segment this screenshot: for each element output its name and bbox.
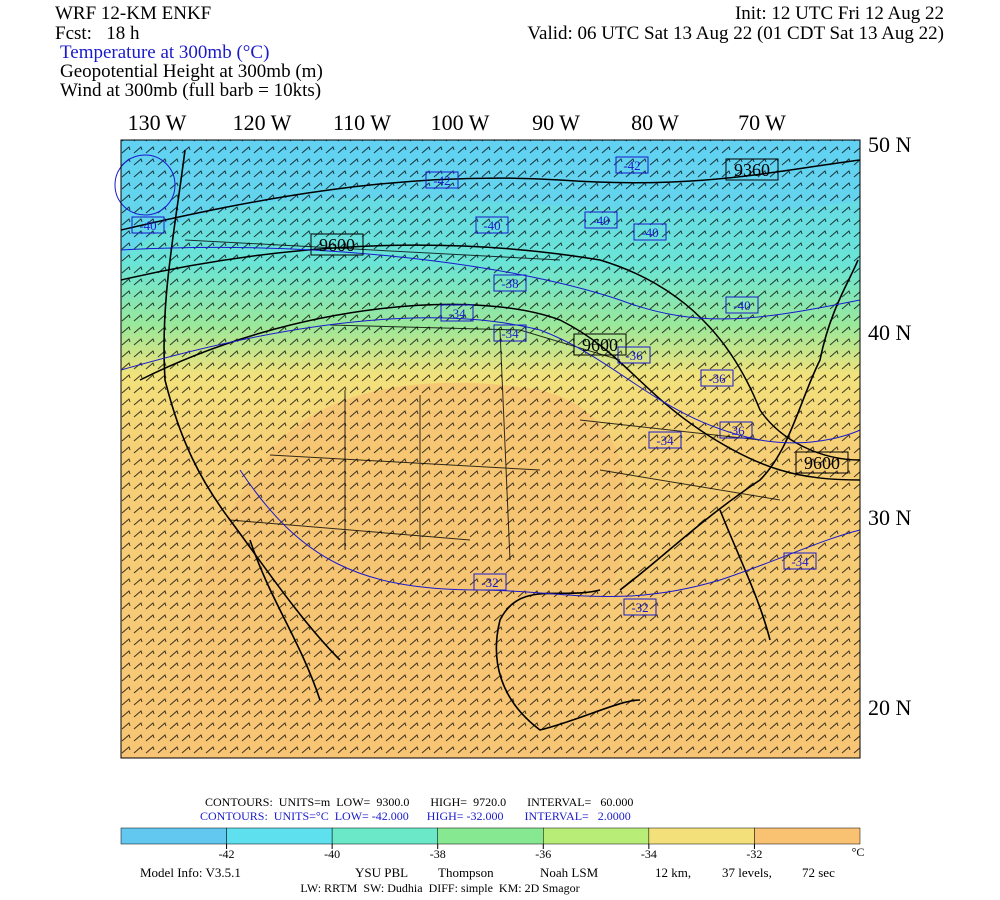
temp-label: -34 — [501, 326, 519, 341]
borders — [184, 239, 781, 561]
field-wind: Wind at 300mb (full barb = 10kts) — [60, 80, 321, 101]
lon-label: 110 W — [333, 110, 391, 135]
footer-item: Model Info: V3.5.1 — [140, 865, 241, 880]
temp-label: -34 — [448, 306, 466, 321]
colorbar-segment — [226, 827, 333, 845]
colorbar-segment — [648, 827, 755, 845]
temp-label-box — [615, 156, 649, 174]
colorbar-segment — [331, 827, 438, 845]
temp-label: -40 — [641, 225, 658, 240]
colorbar-segment — [120, 827, 227, 845]
temp-label: -32 — [481, 575, 498, 590]
footer-item: 37 levels, — [722, 865, 772, 880]
footer-item: Noah LSM — [540, 865, 599, 880]
temp-label-box — [623, 598, 657, 616]
temp-label-box — [131, 216, 165, 234]
temp-label: -36 — [625, 348, 643, 363]
temp-label-box — [700, 369, 734, 387]
map: 9360 9600 9600 9600 -40 -42 -40 -38 -40 -40 -42 -34… — [114, 139, 861, 759]
lon-label: 120 W — [233, 110, 292, 135]
lon-label: 70 W — [738, 110, 786, 135]
contour-info: CONTOURS: UNITS=m LOW= 9300.0 HIGH= 9720… — [200, 795, 633, 823]
colorbar-tick-label: -36 — [535, 847, 551, 861]
height-label: 9360 — [734, 160, 770, 180]
colorbar-segment — [543, 827, 650, 845]
height-label-box — [573, 333, 627, 356]
temp-label: -38 — [501, 276, 518, 291]
colorbar-tick-label: -34 — [641, 847, 657, 861]
height-label-box — [725, 158, 779, 181]
forecast: Fcst: 18 h — [55, 23, 140, 44]
colorbar: -42 -40 -38 -36 -34 -32 °C — [120, 827, 865, 861]
colorbar-tick-label: -40 — [324, 847, 340, 861]
height-label: 9600 — [319, 235, 355, 255]
temp-label-box — [475, 216, 509, 234]
map-frame — [120, 139, 861, 759]
temp-label: -42 — [433, 173, 450, 188]
init: Init: 12 UTC Fri 12 Aug 22 — [735, 3, 944, 24]
model: WRF 12-KM ENKF — [55, 3, 211, 24]
footer-item: YSU PBL — [355, 865, 408, 880]
temp-label-box — [648, 431, 682, 449]
footer-item: 72 sec — [802, 865, 835, 880]
temp-label: -34 — [791, 554, 809, 569]
footer-item: 12 km, — [655, 865, 691, 880]
lon-label: 90 W — [532, 110, 580, 135]
temp-label-box — [493, 274, 527, 292]
colorbar-segment — [754, 827, 861, 845]
temp-label-box — [783, 552, 817, 570]
footer: LW: RRTM SW: Dudhia DIFF: simple KM: 2D … — [140, 865, 835, 895]
temp-label-box — [617, 346, 651, 364]
header: WRF 12-KM ENKF Fcst: 18 h Init: 12 UTC F… — [55, 3, 944, 101]
temp-contours — [114, 154, 861, 598]
temp-contour-info: CONTOURS: UNITS=°C LOW= -42.000 HIGH= -3… — [200, 809, 631, 823]
temp-label: -34 — [656, 433, 674, 448]
temp-label-box — [440, 304, 474, 322]
valid: Valid: 06 UTC Sat 13 Aug 22 (01 CDT Sat … — [527, 23, 944, 44]
colorbar-unit: °C — [852, 845, 865, 859]
temp-label: -36 — [708, 371, 726, 386]
height-contour-info: CONTOURS: UNITS=m LOW= 9300.0 HIGH= 9720… — [205, 795, 633, 809]
lat-label: 20 N — [868, 695, 912, 720]
height-label-box — [310, 233, 364, 256]
temp-label: -40 — [592, 213, 609, 228]
lon-label: 100 W — [431, 110, 490, 135]
temp-label-box — [725, 296, 759, 314]
colorbar-tick-label: -42 — [219, 847, 235, 861]
temp-label: -36 — [727, 423, 745, 438]
lon-label: 80 W — [631, 110, 679, 135]
colorbar-segment — [437, 827, 544, 845]
lon-label: 130 W — [128, 110, 187, 135]
temp-label-box — [584, 211, 618, 229]
footer-item: Thompson — [438, 865, 494, 880]
temp-label-box — [719, 421, 753, 439]
footer-line2: LW: RRTM SW: Dudhia DIFF: simple KM: 2D … — [300, 881, 579, 895]
field-temp: Temperature at 300mb (°C) — [60, 42, 269, 63]
height-label: 9600 — [804, 453, 840, 473]
temp-label-box — [473, 573, 507, 591]
lat-label: 30 N — [868, 505, 912, 530]
temp-label: -32 — [631, 600, 648, 615]
field-height: Geopotential Height at 300mb (m) — [60, 61, 323, 82]
temp-label: -40 — [483, 218, 500, 233]
temp-label: -42 — [623, 158, 640, 173]
lat-label: 40 N — [868, 320, 912, 345]
temp-label-box — [633, 223, 667, 241]
temp-label: -40 — [139, 218, 156, 233]
temp-label: -40 — [733, 298, 750, 313]
height-label: 9600 — [582, 335, 618, 355]
height-contours — [120, 159, 861, 481]
colorbar-tick-label: -38 — [430, 847, 446, 861]
temp-label-box — [493, 324, 527, 342]
height-label-box — [795, 451, 849, 474]
temp-label-box — [425, 171, 459, 189]
lat-label: 50 N — [868, 132, 912, 157]
colorbar-tick-label: -32 — [746, 847, 762, 861]
